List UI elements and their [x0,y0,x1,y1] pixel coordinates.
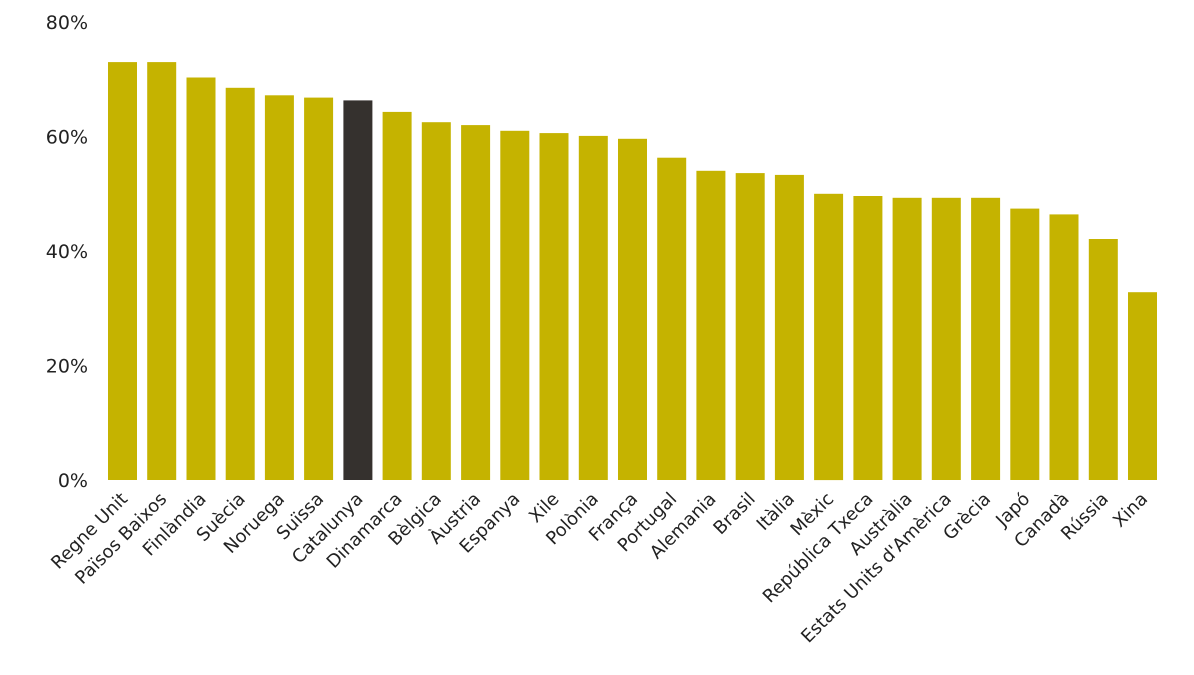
bar [1128,292,1157,480]
bar [931,197,961,481]
bars [108,62,1157,481]
bar [186,77,216,480]
y-tick-label: 0% [58,470,88,492]
bar [225,87,255,481]
bar [578,135,608,480]
bar [147,62,177,480]
bar [421,122,451,480]
y-tick-label: 60% [46,127,88,149]
bar [461,125,491,480]
y-tick-label: 80% [46,12,88,34]
bar [1049,214,1079,480]
y-tick-label: 40% [46,241,88,263]
bar [853,196,883,480]
bar [500,130,530,481]
bar [971,197,1001,481]
bar [264,95,294,481]
x-tick-label: Brasil [709,489,759,539]
x-tick-label: Xina [1109,489,1152,532]
bar [892,197,922,481]
bar [343,100,373,481]
bar [696,170,726,481]
bar [1088,239,1118,480]
bar [735,173,765,480]
bar [539,133,569,480]
bar [304,97,334,480]
bar [382,111,412,481]
y-axis: 0% 20% 40% 60% 80% [46,12,88,492]
bar [657,157,687,480]
bar [814,193,844,481]
bar [1010,208,1040,480]
bar [108,62,137,480]
y-tick-label: 20% [46,356,88,378]
bar [618,138,647,481]
bar [774,174,804,480]
